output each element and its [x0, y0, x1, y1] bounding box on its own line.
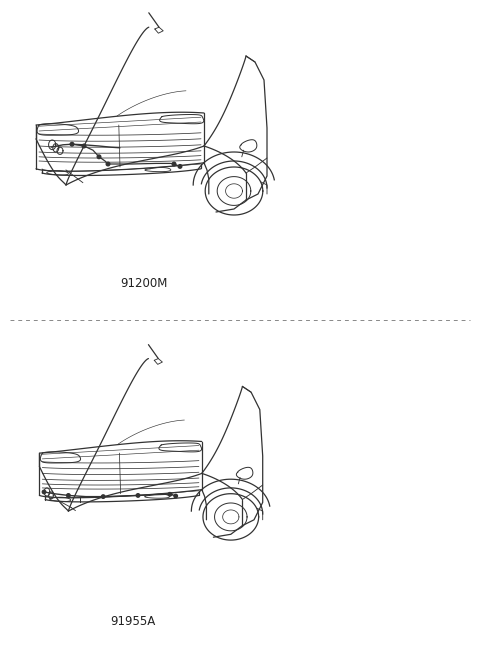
Circle shape	[42, 490, 46, 494]
Text: 91955A: 91955A	[110, 615, 155, 628]
Circle shape	[136, 494, 140, 497]
Circle shape	[174, 495, 178, 498]
Text: 91200M: 91200M	[120, 277, 168, 290]
Circle shape	[178, 164, 182, 168]
Circle shape	[67, 494, 70, 497]
Circle shape	[106, 162, 110, 166]
Circle shape	[97, 155, 101, 159]
Circle shape	[172, 162, 176, 166]
Circle shape	[82, 144, 86, 148]
Circle shape	[101, 495, 105, 498]
Circle shape	[70, 142, 74, 146]
Circle shape	[168, 493, 172, 496]
